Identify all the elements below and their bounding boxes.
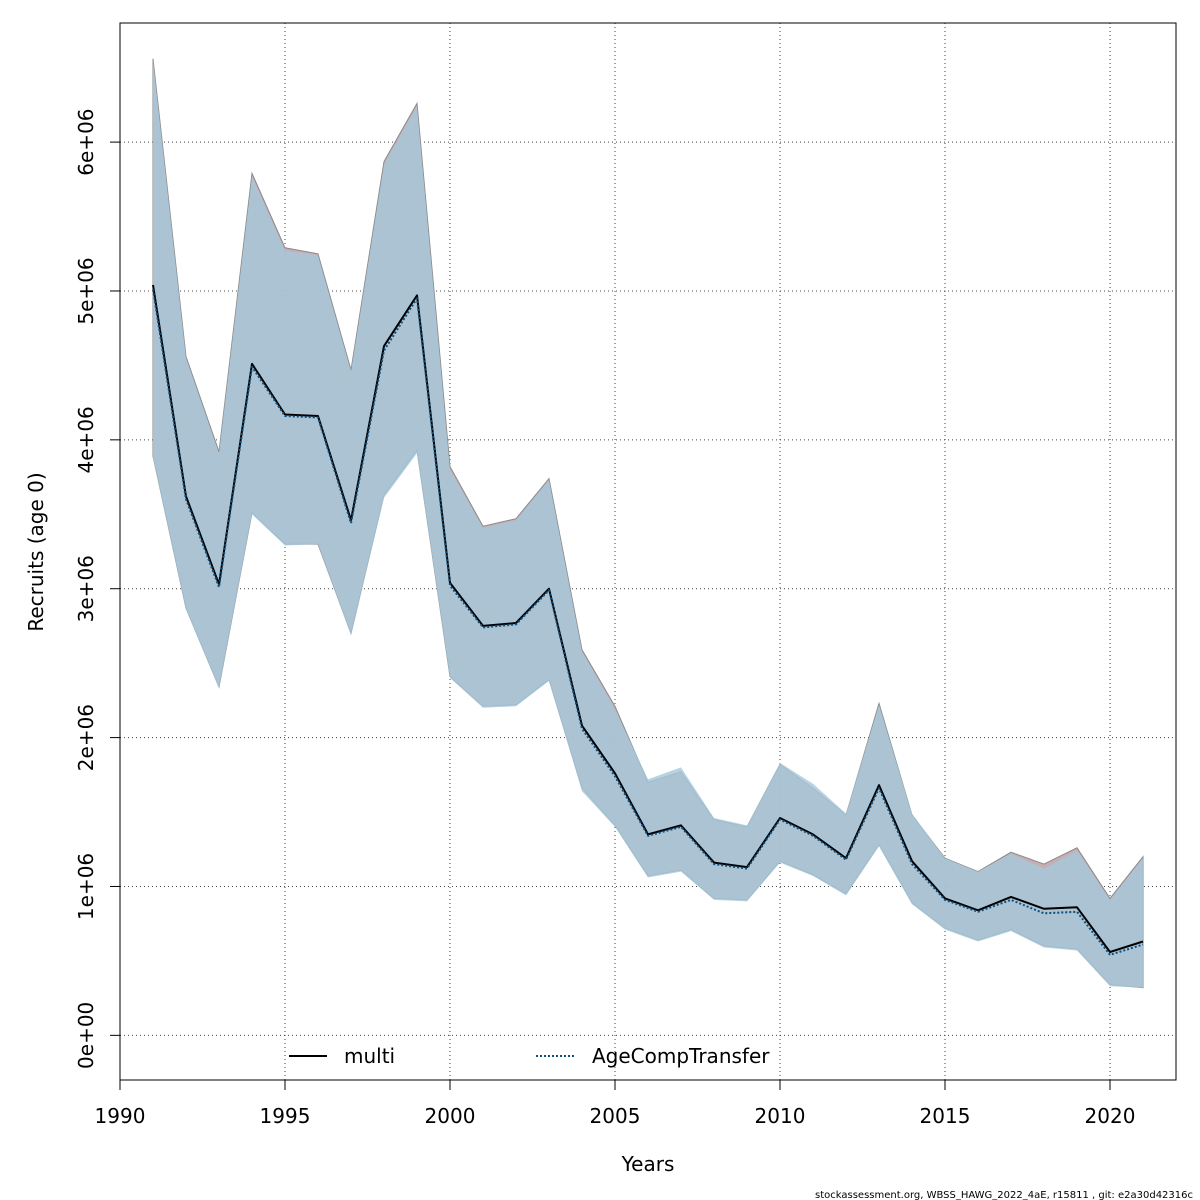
y-tick-label: 6e+06 xyxy=(74,108,98,175)
series-line-agecomptransfer xyxy=(152,289,1144,956)
x-tick-label: 2000 xyxy=(425,1104,476,1128)
y-axis-title: Recruits (age 0) xyxy=(24,472,48,631)
legend: multi AgeCompTransfer xyxy=(289,1044,770,1068)
y-tick-label: 4e+06 xyxy=(74,406,98,473)
x-tick-label: 2015 xyxy=(920,1104,971,1128)
confidence-bands xyxy=(152,58,1144,989)
x-tick-label: 2005 xyxy=(590,1104,641,1128)
x-axis-title: Years xyxy=(621,1152,675,1176)
axes: 1990 1995 2000 2005 2010 2015 2020 0e+00 1e+06 2e… xyxy=(74,108,1135,1128)
y-tick-label: 5e+06 xyxy=(74,257,98,324)
y-tick-label: 3e+06 xyxy=(74,555,98,622)
x-tick-label: 1995 xyxy=(260,1104,311,1128)
series-line-multi xyxy=(152,284,1144,953)
y-tick-label: 2e+06 xyxy=(74,704,98,771)
footer-text: stockassessment.org, WBSS_HAWG_2022_4aE,… xyxy=(815,1190,1193,1200)
series-lines xyxy=(152,284,1144,956)
legend-label-multi: multi xyxy=(344,1044,395,1068)
legend-label-agecomptransfer: AgeCompTransfer xyxy=(592,1044,770,1068)
x-tick-label: 1990 xyxy=(95,1104,146,1128)
y-tick-label: 0e+00 xyxy=(74,1002,98,1069)
band-agecomptransfer xyxy=(153,60,1143,988)
x-tick-label: 2020 xyxy=(1085,1104,1136,1128)
y-tick-label: 1e+06 xyxy=(74,853,98,920)
x-tick-label: 2010 xyxy=(755,1104,806,1128)
